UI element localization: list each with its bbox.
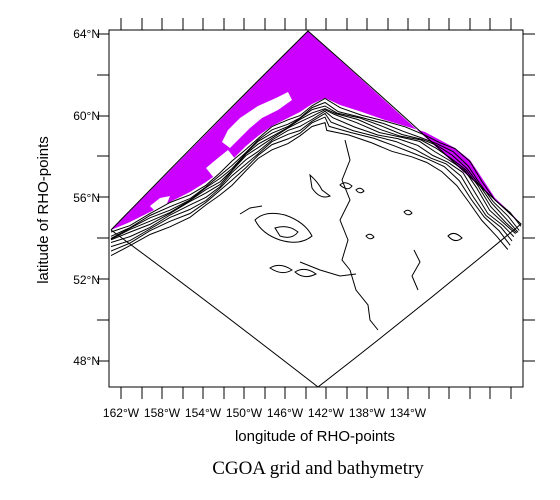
x-axis-label: longitude of RHO-points [235,428,395,445]
y-tick-label: 56°N [73,191,100,205]
plot-frame [108,29,524,388]
depth-contour [339,139,351,271]
depth-contour [239,205,263,215]
inland-water [150,92,292,212]
figure-title: CGOA grid and bathymetry [212,458,424,479]
bathymetry-contours [110,97,522,257]
seamount-contours [239,139,463,331]
depth-contour [349,269,379,331]
land-region [111,31,521,230]
x-tick-label: 146°W [267,406,304,420]
x-tick-label: 162°W [103,406,140,420]
x-tick-label: 154°W [185,406,222,420]
seamount-contour [274,226,299,238]
depth-contour [110,116,511,252]
depth-contour [110,109,516,241]
seamount-contour [294,268,317,278]
depth-contour [110,110,515,243]
seamount-contour [355,187,365,194]
axis-ticks [97,18,535,399]
depth-contour [110,97,522,233]
y-tick-label: 48°N [73,354,100,368]
seamount-contour [447,232,463,242]
x-tick-label: 142°W [308,406,345,420]
depth-contour [110,101,520,237]
depth-contour [299,261,357,277]
x-tick-label: 134°W [390,406,427,420]
seamount-contour [254,212,313,243]
y-tick-label: 60°N [73,109,100,123]
y-tick-label: 64°N [73,27,100,41]
depth-contour [110,108,518,240]
x-tick-label: 150°W [226,406,263,420]
depth-contour [110,112,513,248]
depth-contour [411,249,421,291]
seamount-contour [269,264,293,274]
seamount-contour [309,173,332,198]
y-tick-label: 52°N [73,273,100,287]
y-axis-label: latitude of RHO-points [35,136,52,284]
x-tick-label: 158°W [144,406,181,420]
depth-contour [110,121,509,257]
seamount-contour [339,182,353,190]
y-tick-labels: 64°N 60°N 56°N 52°N 48°N [73,27,100,368]
depth-contour [110,105,519,239]
seamount-contour [403,209,413,216]
x-tick-label: 138°W [349,406,386,420]
x-tick-labels: 162°W 158°W 154°W 150°W 146°W 142°W 138°… [103,406,427,420]
seamount-contour [365,233,375,240]
grid-boundary [110,30,522,388]
